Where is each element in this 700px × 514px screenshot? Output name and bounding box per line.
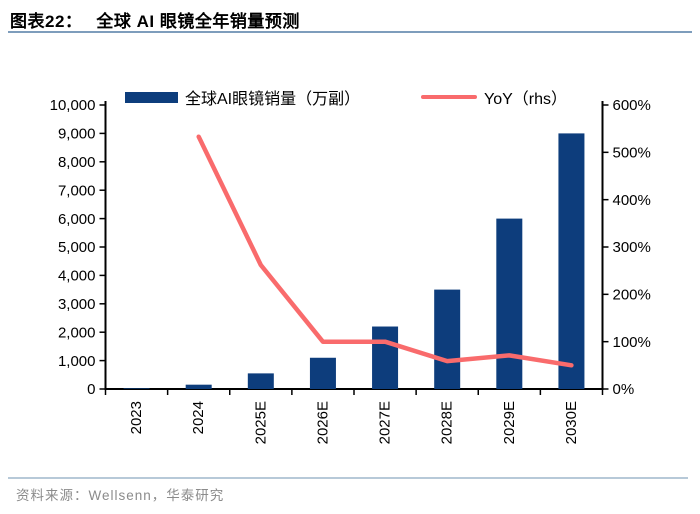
x-axis-label-2030E: 2030E	[563, 401, 580, 444]
chart-legend: 全球AI眼镜销量（万副） YoY（rhs）	[0, 87, 700, 108]
left-axis-tick-label: 6,000	[58, 211, 96, 228]
left-axis-tick-label: 5,000	[58, 239, 96, 256]
footer-divider	[8, 477, 688, 479]
line-swatch-icon	[421, 94, 477, 100]
bar-swatch-icon	[125, 91, 178, 103]
x-axis-label-2029E: 2029E	[501, 401, 518, 444]
right-axis-tick-label: 500%	[613, 145, 651, 162]
sales-bar-2030E	[558, 133, 585, 389]
left-axis-tick-label: 7,000	[58, 182, 96, 199]
left-axis-tick-label: 0	[87, 381, 95, 398]
right-axis-tick-label: 400%	[613, 192, 651, 209]
x-axis-label-2026E: 2026E	[314, 401, 331, 444]
figure-title: 图表22： 全球 AI 眼镜全年销量预测	[10, 7, 300, 32]
sales-bar-2027E	[372, 326, 399, 389]
left-axis-tick-label: 2,000	[58, 324, 96, 341]
legend-item-yoy: YoY（rhs）	[421, 87, 568, 108]
left-axis-tick-label: 1,000	[58, 353, 96, 370]
legend-label-yoy: YoY（rhs）	[484, 91, 568, 108]
figure-title-text: 全球 AI 眼镜全年销量预测	[96, 12, 300, 31]
sales-bar-2028E	[434, 289, 461, 389]
left-axis-tick-label: 9,000	[58, 126, 96, 143]
right-axis-tick-label: 0%	[613, 381, 635, 398]
right-axis-tick-label: 600%	[613, 97, 651, 114]
left-axis-tick-label: 4,000	[58, 268, 96, 285]
source-note: 资料来源：Wellsenn，华泰研究	[16, 488, 225, 503]
x-axis-label-2027E: 2027E	[377, 401, 394, 444]
figure-title-prefix: 图表22：	[10, 12, 83, 31]
legend-label-sales: 全球AI眼镜销量（万副）	[185, 91, 361, 108]
left-axis-tick-label: 10,000	[50, 97, 96, 114]
left-axis-tick-label: 3,000	[58, 296, 96, 313]
legend-item-sales: 全球AI眼镜销量（万副）	[125, 87, 361, 108]
yoy-line	[196, 134, 574, 368]
title-divider	[8, 31, 692, 33]
sales-bar-2024	[185, 384, 212, 389]
sales-bar-2025E	[247, 373, 274, 389]
sales-bar-2023	[123, 388, 150, 389]
left-axis-tick-label: 8,000	[58, 154, 96, 171]
right-axis-tick-label: 100%	[613, 334, 651, 351]
sales-bar-2029E	[496, 218, 523, 389]
x-axis-label-2024: 2024	[190, 401, 207, 434]
right-axis-tick-label: 300%	[613, 239, 651, 256]
x-axis-label-2025E: 2025E	[252, 401, 269, 444]
sales-bar-2026E	[309, 357, 336, 389]
x-axis-label-2028E: 2028E	[439, 401, 456, 444]
x-axis-label-2023: 2023	[128, 401, 145, 434]
right-axis-tick-label: 200%	[613, 287, 651, 304]
